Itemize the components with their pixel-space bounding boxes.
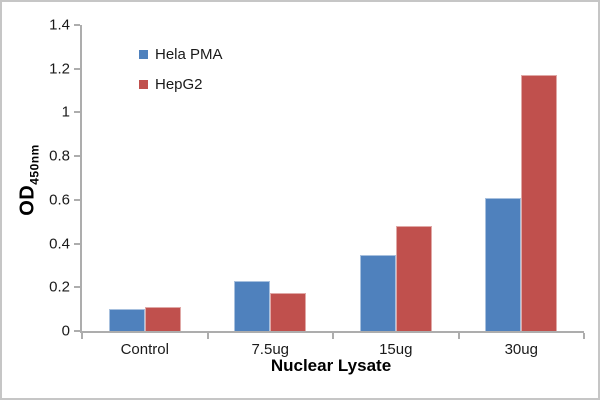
x-tick-mark: [332, 333, 334, 339]
legend-item-hepg2: HepG2: [139, 75, 223, 93]
bar-hela-pma-control: [108, 309, 145, 331]
y-tick-mark: [74, 67, 80, 70]
y-tick-label-0.4: 0.4: [49, 235, 70, 253]
y-tick-label-1.4: 1.4: [49, 16, 70, 34]
y-tick-label-0: 0: [61, 322, 70, 340]
y-tick-mark: [74, 330, 80, 332]
y-tick-mark: [74, 24, 80, 26]
legend-item-hela-pma: Hela PMA: [139, 45, 223, 63]
y-tick-mark: [74, 242, 80, 245]
y-tick-label-1.2: 1.2: [49, 60, 70, 78]
y-tick-label-0.6: 0.6: [49, 191, 70, 209]
bar-hepg2-control: [144, 306, 181, 331]
x-tick-label-15ug: 15ug: [379, 341, 413, 358]
y-tick-label-1: 1: [61, 103, 70, 121]
x-tick-mark: [583, 333, 585, 339]
y-tick-mark: [74, 286, 80, 289]
x-tick-label-control: Control: [120, 341, 169, 358]
x-tick-mark: [457, 333, 460, 339]
x-tick-label-7.5ug: 7.5ug: [251, 341, 290, 358]
x-tick-mark: [81, 333, 83, 339]
y-tick-mark: [74, 155, 80, 158]
legend: Hela PMA HepG2: [139, 46, 223, 106]
bar-hepg2-30ug: [521, 75, 558, 331]
bar-hepg2-7.5ug: [270, 292, 307, 331]
legend-label: HepG2: [155, 75, 203, 93]
legend-label: Hela PMA: [155, 45, 223, 63]
plot-area: 0 0.2 0.4 0.6 0.8 1 1.2 1.4 Control 7.5ug 15ug 30ug: [49, 18, 585, 358]
legend-swatch-icon: [139, 79, 148, 89]
x-tick-label-30ug: 30ug: [504, 341, 538, 358]
y-tick-mark: [74, 198, 80, 201]
bar-hela-pma-7.5ug: [234, 280, 271, 331]
bar-hela-pma-30ug: [485, 197, 522, 331]
x-axis-title: Nuclear Lysate: [270, 356, 392, 375]
bar-hela-pma-15ug: [359, 254, 396, 331]
legend-swatch-icon: [139, 49, 148, 59]
bar-hepg2-15ug: [395, 226, 432, 331]
y-tick-label-0.8: 0.8: [49, 147, 70, 165]
y-tick-label-0.2: 0.2: [49, 278, 70, 296]
y-tick-mark: [74, 111, 80, 114]
x-tick-mark: [206, 333, 209, 339]
